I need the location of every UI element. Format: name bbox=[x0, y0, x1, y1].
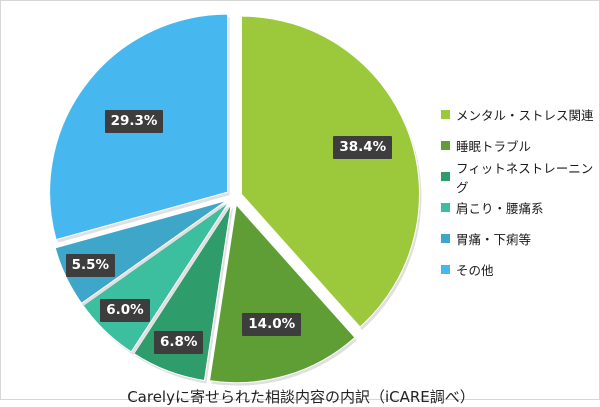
legend-swatch bbox=[441, 172, 450, 181]
legend-label: 睡眠トラブル bbox=[456, 139, 532, 154]
slice-label: 38.4% bbox=[333, 136, 393, 160]
slice-label: 29.3% bbox=[104, 109, 164, 133]
pie-slice bbox=[208, 203, 356, 384]
legend-swatch bbox=[441, 110, 450, 119]
legend-label: 肩こり・腰痛系 bbox=[456, 201, 544, 216]
legend-label: メンタル・ストレス関連 bbox=[456, 108, 594, 123]
legend-swatch bbox=[441, 234, 450, 243]
legend-swatch bbox=[441, 141, 450, 150]
legend-item: 胃痛・下痢等 bbox=[441, 223, 599, 254]
legend-label: フィットネストレーニング bbox=[456, 160, 594, 195]
slice-label: 6.8% bbox=[153, 331, 204, 354]
legend-item: メンタル・ストレス関連 bbox=[441, 99, 599, 130]
legend-item: フィットネストレーニング bbox=[441, 161, 599, 195]
slice-label: 14.0% bbox=[242, 312, 302, 336]
legend-swatch bbox=[441, 265, 450, 274]
chart-caption: Carelyに寄せられた相談内容の内訳（iCARE調べ） bbox=[127, 388, 475, 406]
legend: メンタル・ストレス関連 睡眠トラブルフィットネストレーニング肩こり・腰痛系 胃痛・下… bbox=[441, 99, 599, 285]
legend-item: その他 bbox=[441, 254, 599, 285]
pie-slice bbox=[240, 15, 420, 328]
legend-item: 肩こり・腰痛系 bbox=[441, 192, 599, 223]
slice-label: 5.5% bbox=[65, 253, 116, 277]
legend-label: その他 bbox=[456, 263, 494, 278]
legend-item: 睡眠トラブル bbox=[441, 130, 599, 161]
legend-swatch bbox=[441, 203, 450, 212]
legend-label: 胃痛・下痢等 bbox=[456, 232, 532, 247]
slice-label: 6.0% bbox=[100, 298, 150, 322]
